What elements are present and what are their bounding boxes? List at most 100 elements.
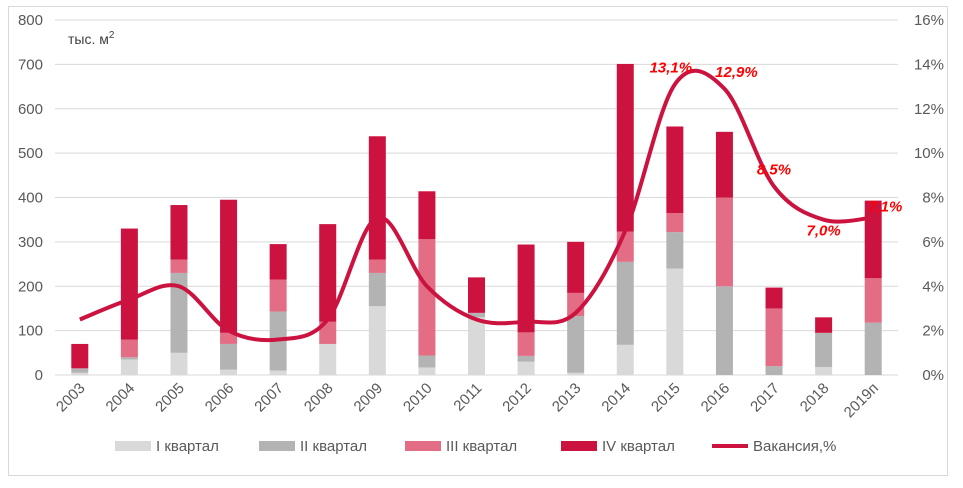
- bar-segment-q4: [666, 126, 684, 214]
- x-tick-label: 2003: [53, 380, 89, 416]
- bar-segment-q3: [418, 239, 436, 356]
- legend-label: I квартал: [156, 438, 219, 455]
- y-left-tick-label: 0: [35, 367, 43, 384]
- x-tick-label: 2011: [450, 380, 485, 415]
- x-tick-label: 2019п: [841, 380, 882, 421]
- y-right-tick-label: 8%: [922, 190, 944, 207]
- bar-segment-q4: [319, 224, 337, 322]
- bar-segment-q1: [71, 372, 89, 375]
- bar-segment-q3: [368, 259, 386, 273]
- y-left-tick-label: 500: [18, 145, 43, 162]
- legend-label: Вакансия,%: [753, 438, 836, 455]
- y-right-tick-label: 16%: [914, 12, 944, 29]
- bar-segment-q2: [220, 343, 238, 370]
- x-tick-label: 2010: [400, 380, 436, 416]
- bar-segment-q2: [418, 355, 436, 368]
- y-left-tick-label: 600: [18, 101, 43, 118]
- bar-segment-q4: [815, 317, 833, 333]
- bar-segment-q1: [468, 317, 485, 375]
- legend-swatch: [561, 441, 597, 451]
- bar-segment-q4: [715, 131, 733, 198]
- x-tick-label: 2007: [251, 380, 287, 416]
- x-tick-label: 2006: [202, 380, 238, 416]
- legend-label: III квартал: [446, 438, 517, 455]
- y-right-tick-label: 0%: [922, 367, 944, 384]
- vacancy-line: [79, 68, 874, 343]
- bar-segment-q1: [567, 372, 585, 375]
- bar-segment-q4: [864, 200, 882, 279]
- x-tick-label: 2008: [301, 380, 337, 416]
- bar-segment-q1: [120, 359, 138, 375]
- vacancy-line-group: [79, 68, 874, 343]
- bar-segment-q3: [666, 213, 684, 233]
- bar-segment-q2: [864, 322, 882, 375]
- bar-segment-q2: [517, 355, 535, 362]
- bar-segment-q2: [765, 366, 783, 375]
- data-label: 7,1%: [868, 198, 902, 215]
- y-right-tick-label: 10%: [914, 145, 944, 162]
- y-right-tick-label: 14%: [914, 56, 944, 73]
- legend-swatch: [259, 441, 295, 451]
- data-label: 13,1%: [650, 59, 693, 76]
- y-right-tick-label: 6%: [922, 234, 944, 251]
- bar-segment-q1: [418, 367, 436, 375]
- y-left-tick-label: 700: [18, 56, 43, 73]
- bar-segment-q3: [864, 278, 882, 323]
- bar-segment-q4: [120, 228, 138, 340]
- x-tick-label: 2009: [351, 380, 387, 416]
- x-tick-label: 2013: [549, 380, 585, 416]
- bar-segment-q2: [120, 357, 138, 360]
- bar-segment-q3: [220, 332, 238, 344]
- bar-segment-q4: [220, 199, 238, 333]
- y-left-tick-label: 800: [18, 12, 43, 29]
- bar-segment-q4: [269, 244, 287, 280]
- bar-segment-q4: [368, 136, 386, 260]
- y-left-tick-label: 300: [18, 234, 43, 251]
- annotations: 13,1% 12,9% 8,5% 7,0% 7,1%: [650, 59, 903, 239]
- y-left-tick-label: 400: [18, 190, 43, 207]
- bar-segment-q3: [170, 259, 188, 273]
- bar-segment-q4: [567, 241, 585, 293]
- bar-segment-q2: [468, 312, 485, 318]
- bar-segment-q2: [71, 368, 89, 373]
- bar-segment-q4: [517, 244, 535, 333]
- x-tick-label: 2017: [747, 380, 783, 416]
- x-tick-label: 2012: [499, 380, 535, 416]
- bar-segment-q2: [666, 232, 684, 269]
- bar-segment-q4: [418, 191, 436, 240]
- y-right-tick-label: 12%: [914, 101, 944, 118]
- bar-segment-q1: [517, 361, 535, 375]
- bar-segment-q2: [368, 272, 386, 307]
- bar-segment-q3: [517, 332, 535, 356]
- bar-segment-q1: [616, 344, 634, 375]
- y-left-tick-label: 100: [18, 323, 43, 340]
- bar-segment-q1: [815, 367, 833, 375]
- bar-segment-q2: [815, 332, 833, 368]
- bar-segment-q2: [616, 261, 634, 345]
- y-left-tick-label: 200: [18, 278, 43, 295]
- x-tick-label: 2015: [648, 380, 684, 416]
- legend-swatch: [115, 441, 151, 451]
- data-label: 7,0%: [807, 223, 841, 240]
- data-label: 12,9%: [715, 64, 758, 81]
- bar-segment-q4: [71, 343, 89, 369]
- bar-segment-q2: [567, 315, 585, 373]
- x-tick-label: 2004: [103, 380, 139, 416]
- bar-segment-q2: [170, 272, 188, 353]
- unit-label: тыс. м2: [68, 30, 115, 47]
- bar-segment-q4: [468, 277, 485, 313]
- legend-swatch: [405, 441, 441, 451]
- left-axis-ticks: 0 100 200 300 400 500 600 700 800: [18, 12, 43, 384]
- bar-segment-q4: [170, 205, 188, 260]
- y-right-tick-label: 4%: [922, 278, 944, 295]
- bar-segment-q3: [765, 308, 783, 367]
- bar-segment-q1: [170, 352, 188, 375]
- x-tick-label: 2014: [598, 380, 634, 416]
- legend-label: IV квартал: [602, 438, 675, 455]
- bar-segment-q2: [715, 286, 733, 375]
- bar-segment-q3: [715, 197, 733, 287]
- x-tick-label: 2018: [797, 380, 833, 416]
- bar-segment-q1: [220, 369, 238, 375]
- x-tick-label: 2005: [152, 380, 188, 416]
